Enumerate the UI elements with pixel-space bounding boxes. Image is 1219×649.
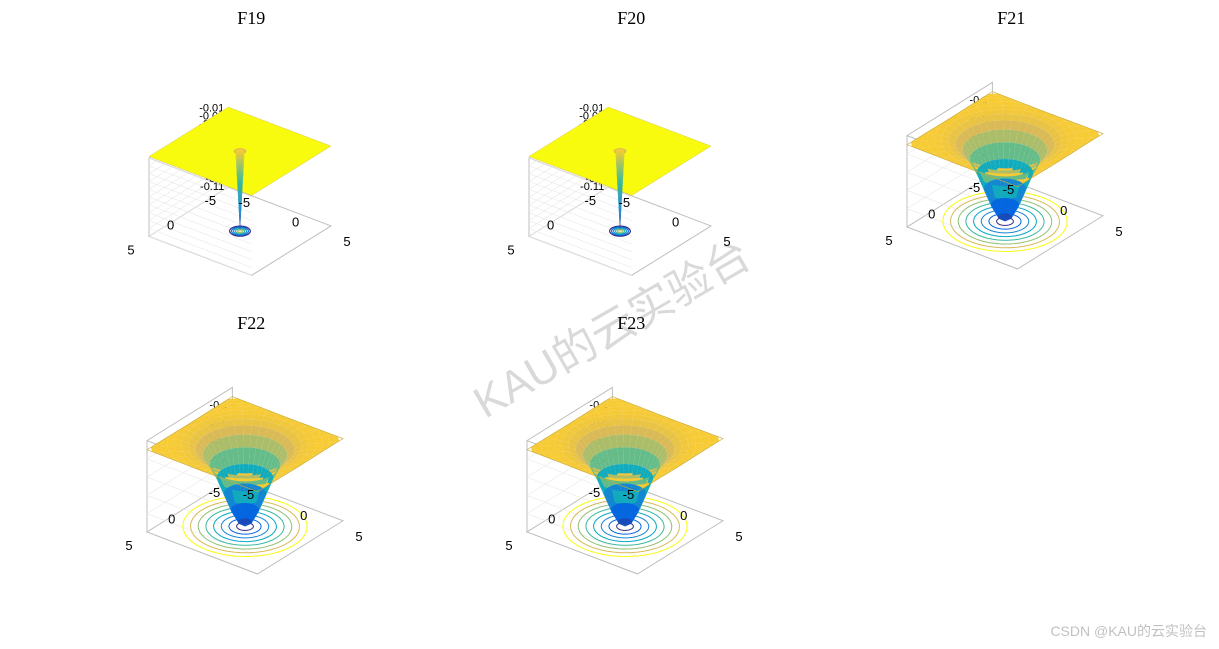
svg-text:0: 0 <box>547 218 554 233</box>
svg-text:0: 0 <box>292 214 299 229</box>
panel-f23: F23 -0.1-0.2-0.3-0.4-505-505 <box>440 315 800 610</box>
svg-text:-5: -5 <box>205 193 217 208</box>
axes-3d-f20: -0.01-0.02-0.03-0.04-0.05-0.06-0.07-0.08… <box>440 30 800 290</box>
axes-3d-f21: -0.1-0.2-0.3-0.4-505-505 <box>820 30 1180 290</box>
svg-text:-5: -5 <box>209 485 221 500</box>
panel-title: F20 <box>617 8 645 29</box>
svg-text:5: 5 <box>343 234 350 249</box>
svg-text:5: 5 <box>507 242 514 257</box>
axes-3d-f22: -0.1-0.2-0.3-0.4-505-505 <box>60 335 420 595</box>
svg-text:5: 5 <box>885 233 892 248</box>
panel-title: F21 <box>997 8 1025 29</box>
panel-f20: F20 -0.01-0.02-0.03-0.04-0.05-0.06-0.07-… <box>440 10 800 305</box>
svg-text:0: 0 <box>548 511 555 526</box>
svg-text:0: 0 <box>168 511 175 526</box>
svg-text:0: 0 <box>680 508 687 523</box>
svg-text:-5: -5 <box>623 487 635 502</box>
svg-text:-5: -5 <box>969 180 981 195</box>
axes-3d-f19: -0.01-0.02-0.03-0.04-0.05-0.06-0.07-0.08… <box>60 30 420 290</box>
svg-text:5: 5 <box>125 538 132 553</box>
svg-text:-5: -5 <box>243 487 255 502</box>
svg-text:-5: -5 <box>1003 182 1015 197</box>
svg-text:5: 5 <box>735 529 742 544</box>
svg-text:-5: -5 <box>585 193 597 208</box>
figure-grid: F19 -0.01-0.02-0.03-0.04-0.05-0.06-0.07-… <box>60 10 1180 610</box>
panel-title: F19 <box>237 8 265 29</box>
svg-text:5: 5 <box>505 538 512 553</box>
svg-text:5: 5 <box>723 234 730 249</box>
svg-text:0: 0 <box>1060 203 1067 218</box>
svg-text:-5: -5 <box>239 195 251 210</box>
svg-text:0: 0 <box>300 508 307 523</box>
svg-text:0: 0 <box>928 206 935 221</box>
axes-3d-f23: -0.1-0.2-0.3-0.4-505-505 <box>440 335 800 595</box>
svg-text:0: 0 <box>672 214 679 229</box>
svg-text:0: 0 <box>167 218 174 233</box>
svg-text:-5: -5 <box>589 485 601 500</box>
attribution-text: CSDN @KAU的云实验台 <box>1050 621 1207 641</box>
panel-f22: F22 -0.1-0.2-0.3-0.4-505-505 <box>60 315 420 610</box>
svg-text:5: 5 <box>127 242 134 257</box>
panel-empty <box>820 315 1180 610</box>
panel-title: F23 <box>617 313 645 334</box>
svg-text:-5: -5 <box>619 195 631 210</box>
panel-title: F22 <box>237 313 265 334</box>
panel-f21: F21 -0.1-0.2-0.3-0.4-505-505 <box>820 10 1180 305</box>
panel-f19: F19 -0.01-0.02-0.03-0.04-0.05-0.06-0.07-… <box>60 10 420 305</box>
svg-text:5: 5 <box>1115 224 1122 239</box>
svg-text:5: 5 <box>355 529 362 544</box>
